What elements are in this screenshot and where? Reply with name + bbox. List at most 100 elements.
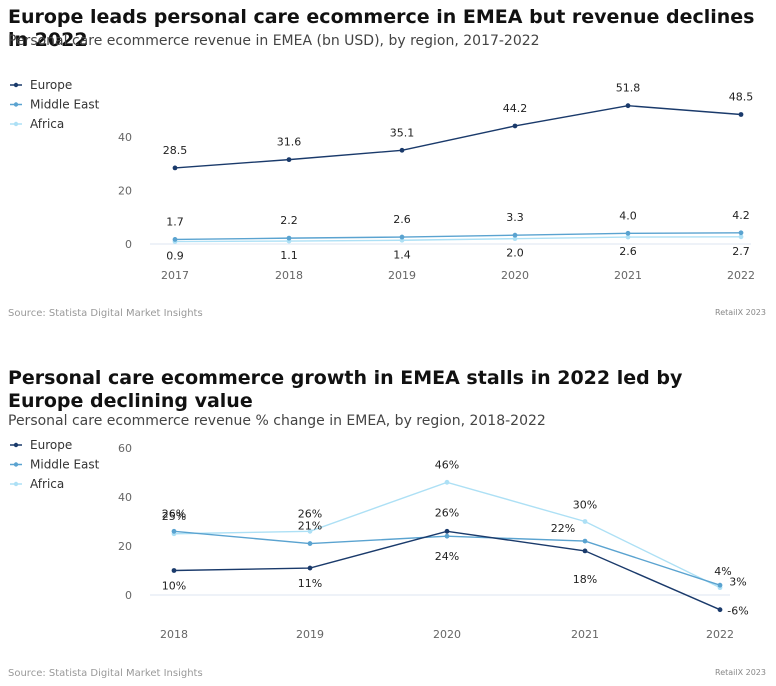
x-tick-label: 2018	[160, 628, 188, 641]
data-point	[717, 607, 723, 613]
x-tick-label: 2021	[571, 628, 599, 641]
legend-label-middle-east: Middle East	[30, 458, 100, 472]
series-line-middle-east	[174, 232, 742, 241]
legend-label-europe: Europe	[30, 438, 72, 452]
legend-label-africa: Africa	[30, 117, 64, 131]
y-tick-label: 40	[118, 131, 132, 144]
data-label: 18%	[573, 573, 597, 586]
data-point	[738, 112, 744, 117]
data-point	[717, 582, 723, 588]
data-point	[286, 157, 292, 163]
data-label: 2.0	[506, 247, 524, 260]
data-point	[307, 528, 313, 534]
x-tick-label: 2017	[161, 269, 189, 282]
legend-label-middle-east: Middle East	[30, 98, 100, 112]
chart1-source: Source: Statista Digital Market Insights	[8, 308, 203, 319]
data-point	[172, 165, 178, 171]
data-point	[582, 519, 588, 524]
series-line-europe	[173, 530, 721, 611]
chart2-credit: RetailX 2023	[715, 668, 766, 677]
x-tick-label: 2020	[501, 269, 529, 282]
data-label: 26%	[298, 507, 322, 520]
x-tick-label: 2021	[614, 269, 642, 282]
data-label: 1.7	[166, 215, 184, 228]
y-tick-label: 0	[125, 238, 132, 251]
data-point	[307, 541, 313, 546]
chart1-plot: 0 20 40 2017 2018 2019 2020 2021 2022 Europe Middl…	[10, 78, 755, 282]
x-tick-label: 2022	[706, 628, 734, 641]
data-point	[582, 538, 588, 544]
x-tick-label: 2018	[275, 269, 303, 282]
data-label: 21%	[298, 520, 322, 533]
data-label: -6%	[727, 605, 748, 618]
data-label: 4%	[714, 565, 731, 578]
data-label: 0.9	[166, 250, 184, 263]
data-point	[171, 568, 177, 573]
data-point	[625, 103, 631, 109]
x-tick-label: 2020	[433, 628, 461, 641]
data-label: 3.3	[506, 211, 524, 224]
data-point	[444, 479, 450, 485]
data-point	[399, 147, 405, 153]
data-label: 3%	[729, 576, 746, 589]
chart1-credit: RetailX 2023	[715, 308, 766, 317]
data-label: 24%	[435, 550, 459, 563]
x-tick-label: 2019	[388, 269, 416, 282]
data-label: 11%	[298, 577, 322, 590]
data-point	[307, 565, 313, 571]
data-point	[172, 237, 178, 242]
legend-marker	[13, 82, 19, 88]
data-label: 1.4	[393, 248, 411, 261]
data-point	[738, 234, 744, 240]
chart2-plot: 0 20 40 60 2018 2019 2020 2021 2022 Europe Middle …	[10, 438, 749, 641]
data-label: 31.6	[277, 136, 302, 149]
data-label: 30%	[573, 499, 597, 512]
x-tick-label: 2019	[296, 628, 324, 641]
y-tick-label: 20	[118, 185, 132, 198]
data-point	[625, 230, 631, 236]
legend-label-europe: Europe	[30, 78, 72, 92]
legend-marker	[13, 462, 19, 467]
data-label: 28.5	[163, 144, 188, 157]
y-tick-label: 20	[118, 540, 132, 553]
data-point	[171, 528, 177, 534]
y-tick-label: 60	[118, 442, 132, 455]
data-label: 2.6	[619, 245, 637, 258]
data-label: 51.8	[616, 82, 641, 95]
y-tick-label: 0	[125, 589, 132, 602]
data-label: 25%	[162, 510, 186, 523]
x-tick-label: 2022	[727, 269, 755, 282]
data-label: 22%	[551, 522, 575, 535]
y-tick-label: 40	[118, 491, 132, 504]
chart2-source: Source: Statista Digital Market Insights	[8, 668, 203, 679]
data-label: 2.7	[732, 245, 750, 258]
legend-label-africa: Africa	[30, 477, 64, 491]
data-label: 26%	[435, 506, 459, 519]
data-point	[399, 234, 405, 240]
chart2-subtitle: Personal care ecommerce revenue % change…	[8, 413, 546, 429]
data-label: 48.5	[729, 91, 754, 104]
data-point	[512, 236, 518, 242]
legend-marker	[13, 442, 19, 448]
data-label: 44.2	[503, 102, 528, 115]
data-point	[286, 235, 292, 241]
chart2-title: Personal care ecommerce growth in EMEA s…	[8, 367, 683, 412]
data-point	[512, 123, 518, 129]
data-label: 2.6	[393, 213, 411, 226]
data-point	[444, 533, 450, 539]
data-point	[625, 234, 631, 240]
data-label: 46%	[435, 458, 459, 471]
series-line-europe	[174, 104, 742, 169]
data-point	[512, 232, 518, 238]
data-label: 4.2	[732, 209, 750, 222]
legend-marker	[13, 102, 19, 107]
legend-marker	[13, 481, 19, 487]
data-point	[582, 548, 588, 554]
legend-marker	[13, 121, 19, 127]
data-point	[444, 528, 450, 534]
series-line-africa	[174, 236, 742, 243]
data-label: 1.1	[280, 249, 298, 262]
data-point	[738, 230, 744, 236]
data-label: 26%	[162, 507, 186, 520]
chart1-title: Europe leads personal care ecommerce in …	[8, 6, 755, 51]
